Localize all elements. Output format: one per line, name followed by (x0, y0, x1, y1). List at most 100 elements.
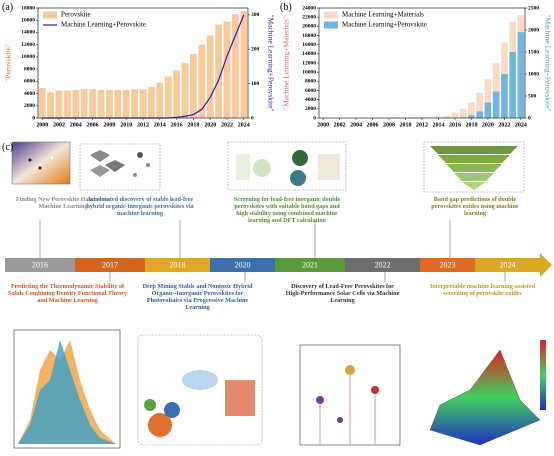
bar (164, 76, 172, 118)
x-tick-label: 2008 (103, 122, 115, 128)
bar (418, 117, 426, 118)
y-tick-label: 14000 (21, 30, 35, 36)
timeline: 2016 2017 2018 2020 2021 2022 2023 2024 (5, 141, 552, 449)
x-tick-label: 2016 (171, 122, 183, 128)
timeline-year: 2017 (102, 260, 118, 269)
y-tick-label: 10000 (21, 54, 35, 60)
bar (80, 89, 88, 118)
bar (122, 89, 130, 118)
panel-label: (c) (2, 142, 14, 153)
bar (492, 63, 500, 118)
bar (97, 89, 105, 118)
x-tick-label: 2002 (53, 122, 65, 128)
bar (206, 35, 214, 118)
x-tick-label: 2018 (187, 122, 199, 128)
y2-axis-label: "Machine Learning+Perovskite" (266, 14, 275, 111)
x-tick-label: 2016 (449, 122, 461, 128)
y-tick-label: 2000 (24, 103, 35, 109)
legend-swatch (324, 11, 338, 19)
bar (468, 101, 475, 118)
y2-tick-label: 1000 (528, 71, 539, 77)
x-tick-label: 2022 (498, 122, 510, 128)
bar (476, 111, 483, 118)
bar (509, 52, 516, 118)
image-contour (11, 141, 71, 185)
y-tick-label: 8000 (305, 79, 316, 85)
bar (476, 92, 483, 118)
timeline-year: 2023 (440, 260, 456, 269)
y-tick-label: 14000 (302, 51, 316, 57)
timeline-caption: Deep Mining Stable and Nontoxic Hybrid O… (142, 283, 253, 312)
chart-b: 0200040006000800010000120001400016000180… (282, 5, 553, 128)
y-tick-label: 20000 (302, 24, 316, 30)
x-tick-label: 2020 (204, 122, 216, 128)
y2-tick-label: 0 (251, 115, 254, 121)
bar (443, 115, 451, 118)
timeline-segment (420, 258, 475, 272)
y-tick-label: 4000 (24, 91, 35, 97)
x-tick-label: 2000 (317, 122, 329, 128)
image-structure (79, 143, 161, 191)
x-tick-label: 2024 (515, 122, 527, 128)
y-tick-label: 6000 (24, 79, 35, 85)
bar (72, 89, 80, 118)
y-tick-label: 2000 (305, 106, 316, 112)
y-tick-label: 8000 (24, 66, 35, 72)
bar (156, 82, 164, 118)
x-tick-label: 2006 (87, 122, 99, 128)
bar (181, 63, 189, 118)
y2-tick-label: 100 (251, 81, 260, 87)
timeline-caption: Predicting the Thermodynamic Stability o… (7, 283, 128, 305)
y2-tick-label: 300 (251, 12, 260, 18)
bar (198, 44, 206, 118)
timeline-segment (5, 258, 75, 272)
timeline-caption: Band gap predictions of double perovskit… (431, 196, 519, 218)
y-tick-label: 22000 (302, 14, 316, 20)
x-tick-label: 2002 (334, 122, 346, 128)
bar (484, 102, 492, 118)
y-tick-label: 12000 (302, 60, 316, 66)
image-scatter (299, 344, 401, 446)
x-tick-label: 2024 (238, 122, 250, 128)
timeline-caption: Finding New Perovskite Halides via Machi… (15, 196, 111, 211)
timeline-segment (275, 258, 345, 272)
timeline-caption: Screening for lead-free inorganic double… (233, 196, 341, 225)
y-tick-label: 10000 (302, 69, 316, 75)
y2-tick-label: 200 (251, 47, 260, 53)
x-tick-label: 2012 (137, 122, 149, 128)
bar (47, 92, 54, 118)
y2-tick-label: 500 (528, 93, 537, 99)
timeline-segment (145, 258, 210, 272)
y-tick-label: 16000 (21, 17, 35, 23)
timeline-year: 2018 (170, 260, 186, 269)
x-tick-label: 2014 (154, 122, 166, 128)
bar (55, 90, 63, 118)
bar (492, 91, 500, 118)
image-workflow (137, 334, 263, 446)
y-axis-label: "Machine Learning+Materials" (282, 16, 291, 110)
x-tick-label: 2006 (367, 122, 379, 128)
x-tick-label: 2012 (416, 122, 428, 128)
bar (215, 24, 222, 118)
bar (38, 88, 46, 118)
legend-swatch (324, 21, 338, 29)
y2-tick-label: 0 (528, 115, 531, 121)
timeline-year: 2024 (500, 260, 516, 269)
y2-tick-label: 2000 (528, 27, 539, 33)
x-tick-label: 2020 (482, 122, 494, 128)
y-tick-label: 0 (32, 115, 35, 121)
bar (484, 79, 492, 118)
bar (517, 32, 525, 119)
timeline-year: 2022 (375, 260, 391, 269)
legend-label: Machine Learning+Perovskite (342, 21, 427, 29)
bar (89, 89, 96, 118)
bar (232, 14, 239, 118)
bar (190, 53, 197, 119)
bar (106, 89, 113, 118)
bar (148, 86, 155, 118)
x-tick-label: 2008 (383, 122, 395, 128)
x-tick-label: 2004 (70, 122, 82, 128)
legend-label: Machine Learning+Perovskite (61, 21, 146, 29)
timeline-year: 2016 (32, 260, 48, 269)
x-tick-label: 2022 (221, 122, 233, 128)
